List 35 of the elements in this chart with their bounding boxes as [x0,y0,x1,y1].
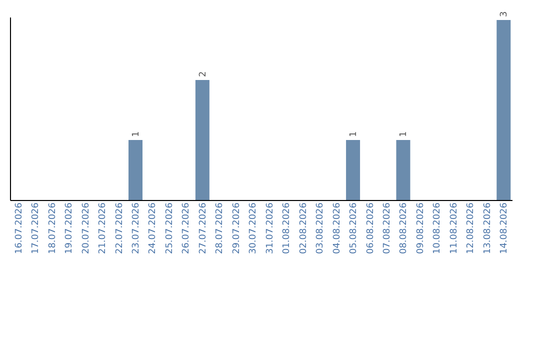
x-tick-label: 14.08.2026 [500,202,510,254]
x-tick-label: 11.08.2026 [449,202,460,254]
x-tick-label: 02.08.2026 [298,202,309,254]
x-tick-label: 27.07.2026 [198,202,208,254]
x-tick-label: 04.08.2026 [332,202,342,254]
x-tick-label: 01.08.2026 [282,202,292,254]
data-label: 1 [399,131,410,137]
x-tick-label: 17.07.2026 [31,202,42,254]
x-tick-label: 22.07.2026 [114,202,125,254]
x-tick-label: 19.07.2026 [64,202,75,254]
x-tick-label: 16.07.2026 [14,202,24,254]
data-label: 1 [132,131,142,137]
x-tick-label: 21.07.2026 [98,202,108,254]
x-tick-label: 29.07.2026 [232,202,242,254]
x-tick-label: 18.07.2026 [48,202,58,254]
x-tick-label: 31.07.2026 [265,202,276,254]
data-label: 2 [198,71,208,77]
x-tick-label: 10.08.2026 [432,202,443,254]
data-label: 3 [500,11,510,17]
x-tick-label: 24.07.2026 [148,202,158,254]
x-tick-label: 26.07.2026 [182,202,192,254]
x-tick-label: 03.08.2026 [316,202,326,254]
x-tick-label: 30.07.2026 [248,202,259,254]
x-tick-label: 06.08.2026 [366,202,376,254]
data-label: 1 [349,131,360,137]
x-tick-label: 05.08.2026 [349,202,360,254]
x-tick-label: 12.08.2026 [466,202,476,254]
x-tick-label: 08.08.2026 [399,202,410,254]
x-tick-label: 13.08.2026 [482,202,493,254]
x-tick-label: 09.08.2026 [416,202,426,254]
x-tick-label: 25.07.2026 [164,202,175,254]
x-tick-label: 23.07.2026 [132,202,142,254]
x-tick-label: 07.08.2026 [382,202,392,254]
x-tick-label: 20.07.2026 [81,202,92,254]
x-tick-label: 28.07.2026 [215,202,226,254]
